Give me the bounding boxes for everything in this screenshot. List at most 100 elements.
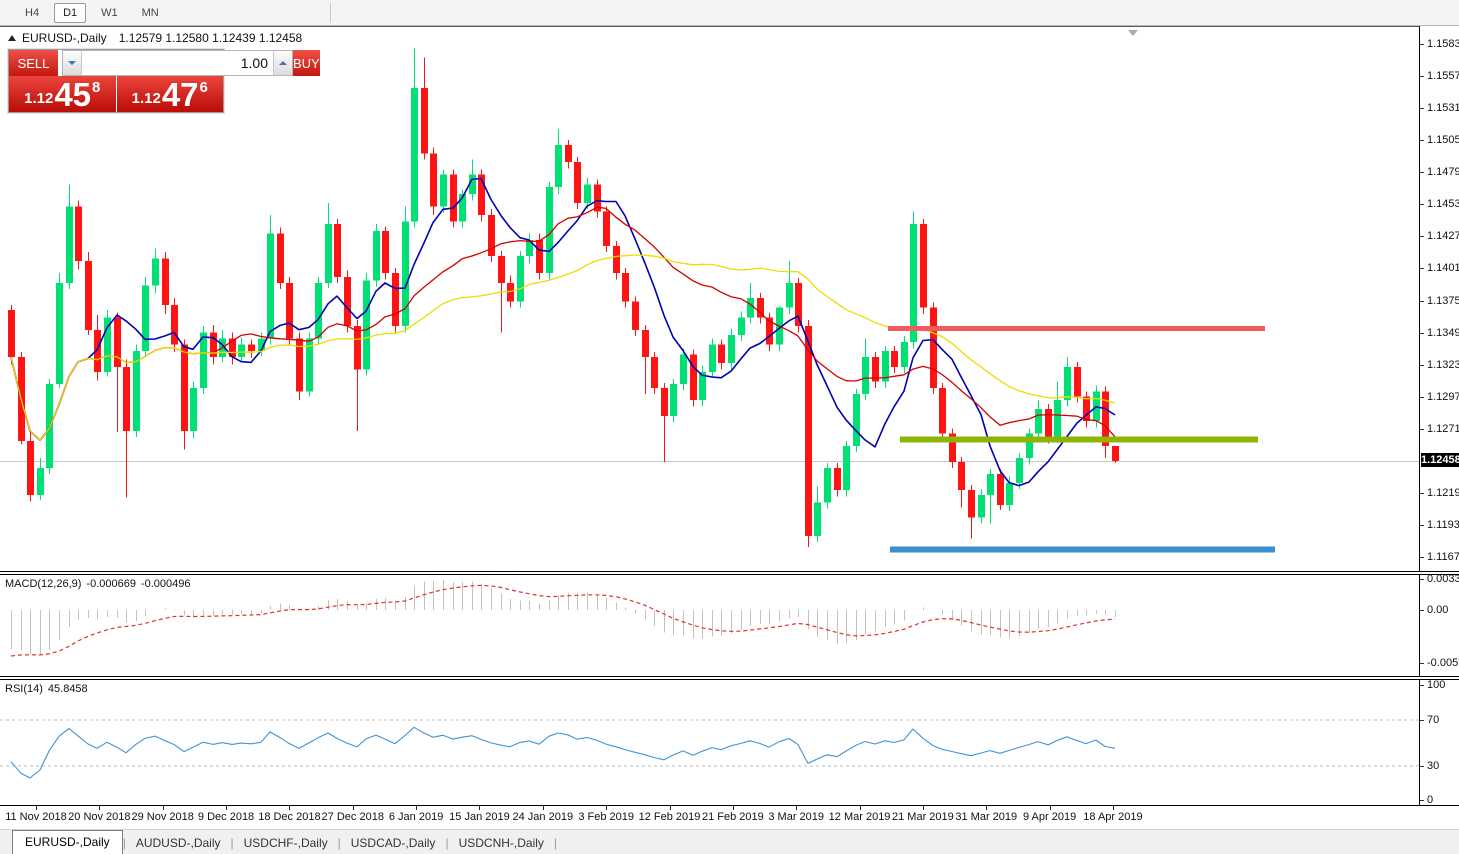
ma-line-fast	[10, 177, 1116, 487]
candle	[1083, 391, 1090, 428]
candle	[786, 260, 793, 314]
candle	[651, 352, 658, 394]
rsi-panel[interactable]: RSI(14) 45.8458	[0, 680, 1419, 805]
candle	[162, 252, 169, 314]
candle	[229, 332, 236, 365]
candle	[1074, 361, 1081, 403]
date-label: 27 Dec 2018	[321, 811, 384, 823]
timeframe-button-h4[interactable]: H4	[25, 6, 40, 19]
macd-tick-label: -0.00574	[1427, 656, 1459, 669]
price-tick-label-tick	[1420, 332, 1424, 334]
macd-histogram	[11, 580, 1116, 656]
candle	[363, 273, 370, 376]
chart-tab-bar: EURUSD-,Daily | AUDUSD-,Daily | USDCHF-,Dail…	[0, 829, 1459, 854]
candle	[565, 139, 572, 169]
candle	[373, 223, 380, 287]
candle	[344, 270, 351, 333]
candle	[1035, 400, 1042, 440]
tab-separator: |	[337, 836, 341, 850]
date-tick	[416, 806, 418, 810]
candlestick-chart[interactable]	[0, 27, 1419, 572]
price-axis[interactable]: 1.15830 1.15570 1.15310 1.15050 1.14790 1.145…	[1419, 26, 1459, 806]
date-tick	[99, 806, 101, 810]
main-chart-panel[interactable]: EURUSD-,Daily 1.12579 1.12580 1.12439 1.…	[0, 26, 1419, 572]
sell-button[interactable]: SELL	[9, 50, 58, 76]
candle	[430, 147, 437, 216]
price-tick-label-tick	[1420, 557, 1424, 558]
candle	[747, 283, 754, 324]
panel-splitter[interactable]	[0, 571, 1459, 575]
price-tick-label: 1.13490	[1427, 326, 1459, 339]
date-label: 9 Dec 2018	[197, 811, 255, 823]
date-tick	[986, 806, 988, 810]
tab-separator: |	[445, 836, 449, 850]
candle	[853, 389, 860, 452]
candle	[603, 206, 610, 253]
date-tick	[1049, 806, 1051, 810]
candle	[1064, 356, 1071, 407]
sell-price-big: 45	[54, 75, 92, 113]
chart-tab-usdcnh-daily[interactable]: USDCNH-,Daily	[458, 836, 544, 850]
timeframe-button-mn[interactable]: MN	[141, 6, 159, 19]
chart-tab-eurusd-daily[interactable]: EURUSD-,Daily	[12, 830, 123, 854]
timeframe-button-w1[interactable]: W1	[101, 6, 118, 19]
price-tick-label: 1.15310	[1427, 102, 1459, 115]
sell-price-prefix: 1.12	[24, 90, 54, 107]
price-tick-label-tick	[1420, 172, 1424, 174]
date-tick	[606, 806, 608, 810]
candle	[949, 428, 956, 468]
candle	[517, 250, 524, 308]
price-tick-label-tick	[1420, 268, 1424, 270]
buy-button[interactable]: BUY	[293, 50, 320, 76]
rsi-chart[interactable]	[0, 680, 1419, 805]
candle	[891, 345, 898, 374]
macd-value: -0.000669	[86, 578, 136, 590]
macd-label: MACD(12,26,9) -0.000669 -0.000496	[5, 578, 196, 590]
chart-shift-marker-icon[interactable]	[1128, 30, 1138, 36]
candle	[459, 189, 466, 228]
macd-panel[interactable]: MACD(12,26,9) -0.000669 -0.000496	[0, 575, 1419, 676]
timeframe-toolbar: H4 D1 W1 MN	[0, 0, 1459, 26]
date-tick	[732, 806, 734, 810]
candle	[306, 332, 313, 397]
candle	[37, 458, 44, 501]
candle	[814, 486, 821, 542]
macd-tick-label-tick	[1420, 579, 1424, 580]
timeframe-button-d1[interactable]: D1	[54, 2, 87, 23]
macd-chart[interactable]	[0, 575, 1419, 676]
date-axis[interactable]: 11 Nov 2018 20 Nov 2018 29 Nov 2018 9 Dec 2…	[0, 805, 1459, 829]
chart-tab-audusd-daily[interactable]: AUDUSD-,Daily	[135, 836, 221, 850]
volume-spinner	[62, 50, 293, 76]
sell-price-quote[interactable]: 1.12 45 8	[9, 76, 116, 112]
candle	[709, 338, 716, 378]
collapse-arrow-icon[interactable]	[8, 35, 16, 41]
volume-decrease-button[interactable]	[63, 51, 82, 75]
candle	[968, 485, 975, 539]
candle	[114, 312, 121, 433]
chart-tab-usdcad-daily[interactable]: USDCAD-,Daily	[350, 836, 436, 850]
price-tick-label: 1.13230	[1427, 358, 1459, 371]
date-label: 29 Nov 2018	[131, 811, 194, 823]
macd-tick-label-tick	[1420, 610, 1424, 611]
candle	[210, 324, 217, 365]
date-label: 3 Mar 2019	[768, 811, 825, 823]
volume-increase-button[interactable]	[273, 51, 292, 75]
chart-tab-usdchf-daily[interactable]: USDCHF-,Daily	[243, 836, 328, 850]
date-label: 24 Jan 2019	[512, 811, 574, 823]
volume-input[interactable]	[82, 51, 273, 75]
macd-tick-label-tick	[1420, 662, 1424, 664]
macd-tick-label: 0.003386	[1427, 573, 1459, 585]
price-tick-label: 1.11930	[1427, 518, 1459, 531]
panel-splitter[interactable]	[0, 676, 1459, 680]
candle	[123, 359, 130, 498]
buy-price-pip: 6	[199, 79, 208, 96]
candle	[958, 456, 965, 508]
candle	[670, 379, 677, 423]
candle	[882, 345, 889, 388]
candle	[766, 312, 773, 351]
buy-price-quote[interactable]: 1.12 47 6	[116, 76, 223, 112]
date-label: 6 Jan 2019	[388, 811, 444, 823]
candle	[1054, 381, 1061, 444]
date-label: 18 Dec 2018	[258, 811, 321, 823]
date-label: 21 Feb 2019	[701, 811, 764, 823]
